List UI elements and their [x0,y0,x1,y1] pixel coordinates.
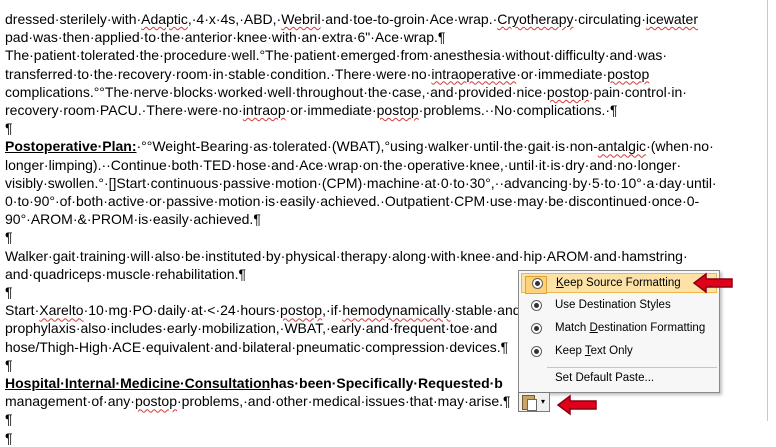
text-line: and·quadriceps·muscle·rehabilitation.¶ [5,265,765,283]
text-run: ·and·toe-to-groin·Ace·wrap.· [320,11,498,27]
option-label: Match Destination Formatting [555,322,706,334]
text-run: Walker·gait·training·will·also·be·instit… [5,247,688,264]
text-run: ·10·mg·PO·daily·at·<·24·hours· [83,302,281,319]
text-run: pad·was·then·applied·to·the·anterior·kne… [5,29,446,46]
text-line: visibly·swollen.°·[]Start·continuous·pas… [5,174,765,192]
text-run: transferred·to·the·recovery·room·in·stab… [5,65,432,82]
text-run: postop [134,393,177,410]
text-line: ¶ [5,228,765,246]
text-run: ¶ [5,411,13,428]
text-run: postop [280,302,323,319]
text-run: Start· [5,302,40,319]
option-use-destination-styles[interactable]: Use Destination Styles [521,296,717,316]
page-edge [767,0,768,421]
text-run: and·quadriceps·muscle·rehabilitation.¶ [5,265,246,282]
text-line: pad·was·then·applied·to·the·anterior·kne… [5,28,765,46]
text-run: ·°°Weight-Bearing·as·tolerated·(WBAT),°u… [136,138,598,155]
text-run: ·problems,·and·other·medical·issues·that… [177,393,511,410]
text-run: ·stable·and [450,302,521,319]
text-line: Walker·gait·training·will·also·be·instit… [5,247,765,265]
paste-options-button[interactable]: ▾ [518,392,550,412]
text-run: Adaptic [141,11,188,27]
text-line: longer·limping).··Continue·both·TED·hose… [5,156,765,174]
red-arrow-icon [556,394,597,416]
text-run: hose/Thigh-High·ACE·equivalent·and·bilat… [5,338,509,355]
option-label: Use Destination Styles [555,299,671,311]
text-line: ¶ [5,356,765,374]
text-line: Start·Xarelto·10·mg·PO·daily·at·<·24·hou… [5,301,765,319]
text-line: ¶ [5,429,765,447]
text-line: hose/Thigh-High·ACE·equivalent·and·bilat… [5,338,765,356]
text-line: ¶ [5,283,765,301]
set-default-paste-item[interactable]: Set Default Paste... [521,369,717,389]
text-run: icewater [645,11,699,27]
text-line: ¶ [5,410,765,428]
menu-separator [547,367,717,368]
red-arrow-icon [692,272,733,294]
text-run: ,·if· [322,302,343,319]
text-run: ¶ [5,229,13,246]
text-run: complications.°°The·nerve·blocks·worked·… [5,83,547,100]
text-line: Hospital·Internal·Medicine·Consultationh… [5,374,765,392]
text-line: 90°·AROM·&·PROM·is·easily·achieved.¶ [5,210,765,228]
text-run: ¶ [5,356,13,373]
text-line: 0·to·90°·of·both·active·or·passive·motio… [5,192,765,210]
text-run: hemodynamically [342,302,451,319]
text-run: 0·to·90°·of·both·active·or·passive·motio… [5,193,700,210]
text-run: Xarelto [39,302,84,319]
text-run: Cryotherapy [497,11,574,27]
text-run: visibly·swollen.°·[]Start·continuous·pas… [5,174,717,191]
text-run: ·pain·control·in· [588,83,687,100]
text-line: recovery·room·PACU.·There·were·no·intrao… [5,101,765,119]
text-run: antalgic [597,138,647,155]
text-line: ¶ [5,119,765,137]
text-run: ,·4·x·4s,·ABD,· [187,11,282,27]
paste-options-menu: Keep Source Formatting Use Destination S… [518,270,720,393]
option-keep-text-only[interactable]: Keep Text Only [521,342,717,362]
text-run: ·circulating· [573,11,646,27]
text-run: has·been·Specifically·Requested·b [270,375,503,392]
text-run: ·problems.··No·complications.·¶ [418,102,618,119]
text-run: Postoperative·Plan: [5,138,137,155]
option-label: Set Default Paste... [555,372,655,384]
text-line: prophylaxis·also·includes·early·mobiliza… [5,319,765,337]
option-label: Keep Text Only [555,345,633,357]
text-run: intraoperative [431,65,517,82]
text-line: complications.°°The·nerve·blocks·worked·… [5,83,765,101]
radio-icon [531,323,542,334]
text-line: management·of·any·postop·problems,·and·o… [5,392,765,410]
radio-icon [531,300,542,311]
text-line: Postoperative·Plan:·°°Weight-Bearing·as·… [5,137,765,155]
text-run: postop [546,83,589,100]
text-run: prophylaxis·also·includes·early·mobiliza… [5,320,498,337]
text-run: dressed·sterilely·with· [5,11,142,27]
text-run: ¶ [5,429,13,446]
text-run: ·(when·no· [646,138,714,155]
text-line: dressed·sterilely·with·Adaptic,·4·x·4s,·… [5,10,765,28]
document-body[interactable]: dressed·sterilely·with·Adaptic,·4·x·4s,·… [5,10,765,447]
clipboard-icon [522,395,537,411]
radio-icon [532,278,543,289]
text-run: Webril [281,11,321,27]
text-run: The·patient·tolerated·the·procedure·well… [5,47,668,64]
text-line: The·patient·tolerated·the·procedure·well… [5,46,765,64]
text-run: ¶ [5,120,13,137]
text-run: ¶ [5,284,13,301]
text-run: Hospital·Internal·Medicine·Consultation [5,375,271,392]
text-run: management·of·any· [5,393,135,410]
text-run: postop [607,65,650,82]
option-keep-source-formatting[interactable]: Keep Source Formatting [521,273,717,294]
radio-icon [531,346,542,357]
text-run: recovery·room·PACU.·There·were·no· [5,102,243,119]
text-line: transferred·to·the·recovery·room·in·stab… [5,65,765,83]
text-run: intraop [242,102,286,119]
text-run: ·or·immediate· [285,102,377,119]
text-run: 90°·AROM·&·PROM·is·easily·achieved.¶ [5,211,261,228]
option-label: Keep Source Formatting [556,277,681,289]
chevron-down-icon: ▾ [541,397,546,406]
text-run: postop [376,102,419,119]
text-run: ·or·immediate· [516,65,608,82]
text-run: longer·limping).··Continue·both·TED·hose… [5,156,682,173]
option-match-destination-formatting[interactable]: Match Destination Formatting [521,319,717,339]
